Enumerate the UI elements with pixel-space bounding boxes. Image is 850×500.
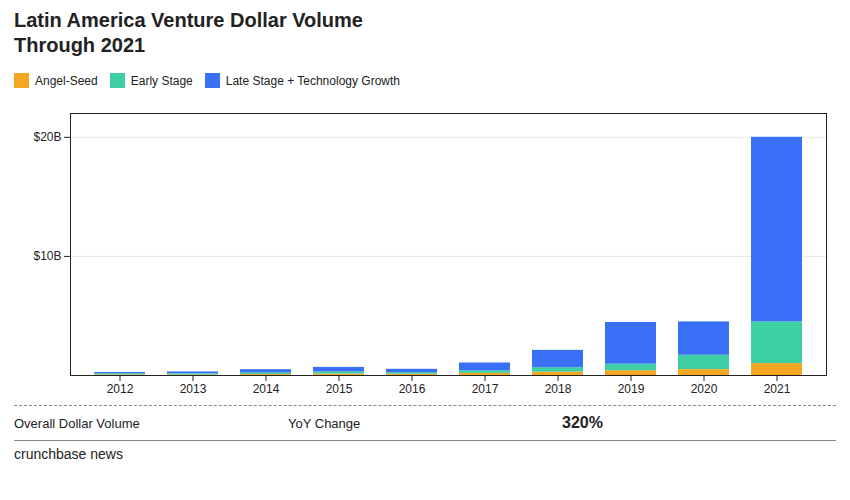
svg-text:2021: 2021: [764, 382, 791, 396]
svg-text:2013: 2013: [180, 382, 207, 396]
svg-text:2012: 2012: [107, 382, 134, 396]
svg-text:2016: 2016: [399, 382, 426, 396]
svg-text:2019: 2019: [618, 382, 645, 396]
svg-text:2020: 2020: [691, 382, 718, 396]
html-text:Latin America Venture Dollar V: Latin America Venture Dollar Volume Thro…: [14, 9, 363, 56]
svg-text:2017: 2017: [472, 382, 499, 396]
html-text:crunchbase news: crunchbase news: [14, 446, 123, 462]
html-text:320%: 320%: [562, 414, 603, 431]
svg-text:$20B: $20B: [33, 130, 61, 144]
svg-text:2018: 2018: [545, 382, 572, 396]
svg-text:$10B: $10B: [33, 249, 61, 263]
html-text:Angel-Seed: Angel-Seed: [35, 73, 98, 88]
svg-text:2014: 2014: [253, 382, 280, 396]
html-text:Overall Dollar Volume: Overall Dollar Volume: [14, 415, 140, 431]
svg-text:2015: 2015: [326, 382, 353, 396]
html-text:YoY Change: YoY Change: [288, 415, 361, 431]
html-text:Late Stage + Technology Growth: Late Stage + Technology Growth: [225, 73, 400, 88]
html-text:Early Stage: Early Stage: [130, 73, 193, 88]
